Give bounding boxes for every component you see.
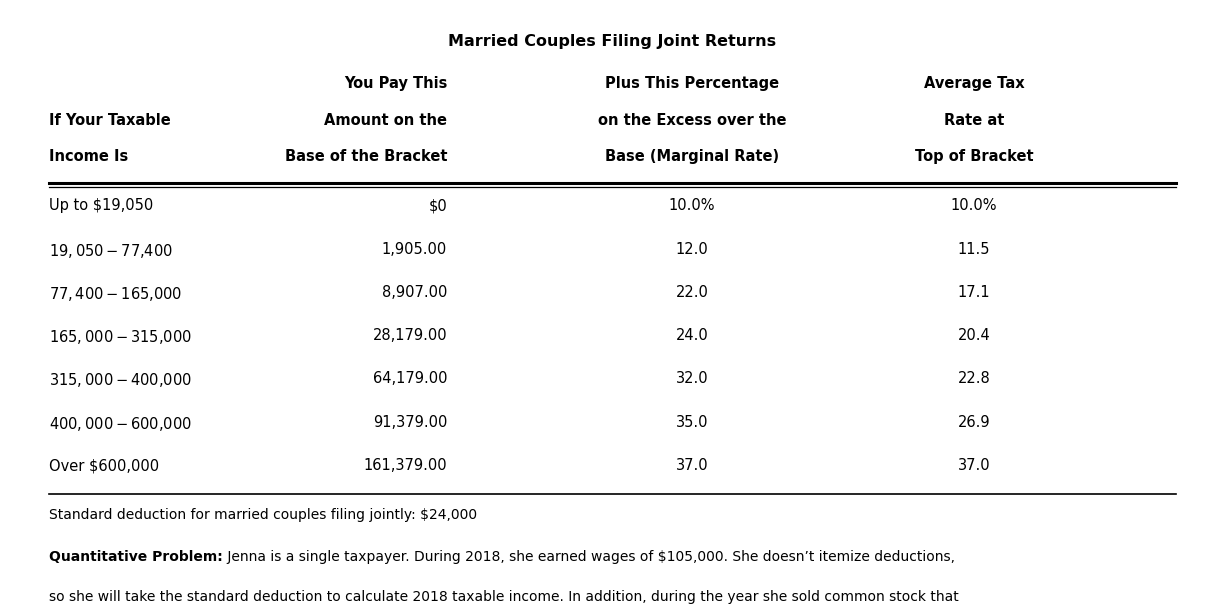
Text: Plus This Percentage: Plus This Percentage xyxy=(605,76,779,92)
Text: $165,000 - $315,000: $165,000 - $315,000 xyxy=(49,328,192,346)
Text: $0: $0 xyxy=(429,198,447,213)
Text: $19,050 - $77,400: $19,050 - $77,400 xyxy=(49,242,173,260)
Text: on the Excess over the: on the Excess over the xyxy=(598,113,786,128)
Text: 17.1: 17.1 xyxy=(958,285,990,300)
Text: Rate at: Rate at xyxy=(943,113,1004,128)
Text: Average Tax: Average Tax xyxy=(924,76,1024,92)
Text: 10.0%: 10.0% xyxy=(669,198,715,213)
Text: 11.5: 11.5 xyxy=(958,242,990,257)
Text: 24.0: 24.0 xyxy=(676,328,708,343)
Text: Top of Bracket: Top of Bracket xyxy=(915,149,1033,165)
Text: 26.9: 26.9 xyxy=(958,415,990,430)
Text: Married Couples Filing Joint Returns: Married Couples Filing Joint Returns xyxy=(448,34,777,49)
Text: Quantitative Problem:: Quantitative Problem: xyxy=(49,550,223,564)
Text: 161,379.00: 161,379.00 xyxy=(364,458,447,473)
Text: 32.0: 32.0 xyxy=(676,371,708,387)
Text: 22.0: 22.0 xyxy=(676,285,708,300)
Text: 20.4: 20.4 xyxy=(958,328,990,343)
Text: $400,000 - $600,000: $400,000 - $600,000 xyxy=(49,415,192,433)
Text: If Your Taxable: If Your Taxable xyxy=(49,113,170,128)
Text: $77,400 - $165,000: $77,400 - $165,000 xyxy=(49,285,183,303)
Text: 1,905.00: 1,905.00 xyxy=(382,242,447,257)
Text: 8,907.00: 8,907.00 xyxy=(382,285,447,300)
Text: 37.0: 37.0 xyxy=(958,458,990,473)
Text: 28,179.00: 28,179.00 xyxy=(372,328,447,343)
Text: Jenna is a single taxpayer. During 2018, she earned wages of $105,000. She doesn: Jenna is a single taxpayer. During 2018,… xyxy=(223,550,954,564)
Text: You Pay This: You Pay This xyxy=(344,76,447,92)
Text: 10.0%: 10.0% xyxy=(951,198,997,213)
Text: 91,379.00: 91,379.00 xyxy=(372,415,447,430)
Text: 12.0: 12.0 xyxy=(676,242,708,257)
Text: so she will take the standard deduction to calculate 2018 taxable income. In add: so she will take the standard deduction … xyxy=(49,590,959,605)
Text: $315,000 - $400,000: $315,000 - $400,000 xyxy=(49,371,192,390)
Text: Up to $19,050: Up to $19,050 xyxy=(49,198,153,213)
Text: Standard deduction for married couples filing jointly: $24,000: Standard deduction for married couples f… xyxy=(49,508,477,522)
Text: 35.0: 35.0 xyxy=(676,415,708,430)
Text: Base of the Bracket: Base of the Bracket xyxy=(284,149,447,165)
Text: Income Is: Income Is xyxy=(49,149,129,165)
Text: Amount on the: Amount on the xyxy=(325,113,447,128)
Text: 37.0: 37.0 xyxy=(676,458,708,473)
Text: 22.8: 22.8 xyxy=(958,371,990,387)
Text: Over $600,000: Over $600,000 xyxy=(49,458,159,473)
Text: Base (Marginal Rate): Base (Marginal Rate) xyxy=(605,149,779,165)
Text: 64,179.00: 64,179.00 xyxy=(372,371,447,387)
